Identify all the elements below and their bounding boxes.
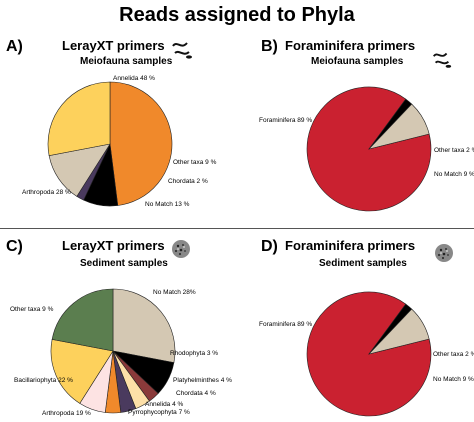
- slice-label: Annelida 4 %: [145, 401, 184, 408]
- slice-label: Rhodophyta 3 %: [170, 350, 218, 357]
- panel-letter: B): [261, 38, 278, 55]
- pie-chart-d: Foraminifera 89 % Other taxa 2 % No Match …: [259, 291, 474, 417]
- slice-label: Other taxa 9 %: [173, 159, 217, 166]
- panel-subtitle: Sediment samples: [319, 258, 407, 269]
- slice-label: No Match 28%: [153, 289, 196, 296]
- pie-slice-no-match: [368, 103, 430, 150]
- section-divider: [0, 228, 474, 229]
- slice-label: Other taxa 9 %: [10, 306, 54, 313]
- slice-label: Chordata 2 %: [168, 178, 208, 185]
- slice-label: Arthropoda 28 %: [22, 189, 71, 196]
- slice-label: No Match 9 %: [433, 376, 474, 383]
- slice-label: No Match 9 %: [434, 171, 474, 178]
- panel-title: LerayXT primers: [62, 38, 165, 53]
- panel-subtitle: Sediment samples: [80, 258, 168, 269]
- sediment-icon: [435, 244, 453, 262]
- slice-label: Foraminifera 89 %: [259, 321, 312, 328]
- pie-slice-no-match: [112, 288, 176, 363]
- pie-chart-b: Foraminifera 89 % Other taxa 2 % No Match …: [259, 86, 474, 212]
- slice-label: Chordata 4 %: [176, 390, 216, 397]
- page-title: Reads assigned to Phyla: [119, 4, 355, 26]
- slice-label: Annelida 48 %: [113, 75, 155, 82]
- panel-d: D) Foraminifera primers Sediment samples…: [237, 232, 474, 422]
- pie-slice-annelida: [109, 81, 173, 206]
- pie-slice-arthropoda: [50, 339, 114, 404]
- slice-label: Platyhelminthes 4 %: [173, 377, 232, 384]
- panel-letter: A): [6, 38, 23, 55]
- pie-slice-arthropoda: [47, 81, 111, 156]
- panel-title: Foraminifera primers: [285, 238, 416, 253]
- slice-label: Other taxa 2 %: [434, 147, 474, 154]
- pie-slice-no-match: [368, 308, 430, 355]
- sediment-icon: [172, 240, 190, 258]
- pie-chart-a: Annelida 48 % Other taxa 9 % Chordata 2 % N…: [22, 75, 217, 208]
- panel-title: Foraminifera primers: [285, 38, 416, 53]
- slice-label: Pyrrophycophyta 7 %: [128, 409, 190, 416]
- slice-label: Other taxa 2 %: [433, 351, 474, 358]
- slice-label: Arthropoda 19 %: [42, 410, 91, 417]
- worm-icon: [432, 52, 452, 68]
- panel-subtitle: Meiofauna samples: [80, 56, 173, 67]
- panel-c: C) LerayXT primers Sediment samples No M…: [0, 232, 237, 422]
- slice-label: Foraminifera 89 %: [259, 117, 312, 124]
- pie-slice-bacillariophyta: [51, 288, 114, 352]
- panel-letter: D): [261, 238, 278, 255]
- worm-icon: [172, 42, 192, 59]
- slice-label: Bacillariophyta 22 %: [14, 377, 73, 384]
- panel-title: LerayXT primers: [62, 238, 165, 253]
- pie-chart-c: No Match 28% Other taxa 9 % Rhodophyta 3 %…: [10, 288, 232, 417]
- panel-letter: C): [6, 238, 23, 255]
- panel-subtitle: Meiofauna samples: [311, 56, 404, 67]
- slice-label: No Match 13 %: [145, 201, 190, 208]
- panel-b: B) Foraminifera primers Meiofauna sample…: [237, 32, 474, 222]
- panel-a: A) LerayXT primers Meiofauna samples Ann…: [0, 32, 237, 222]
